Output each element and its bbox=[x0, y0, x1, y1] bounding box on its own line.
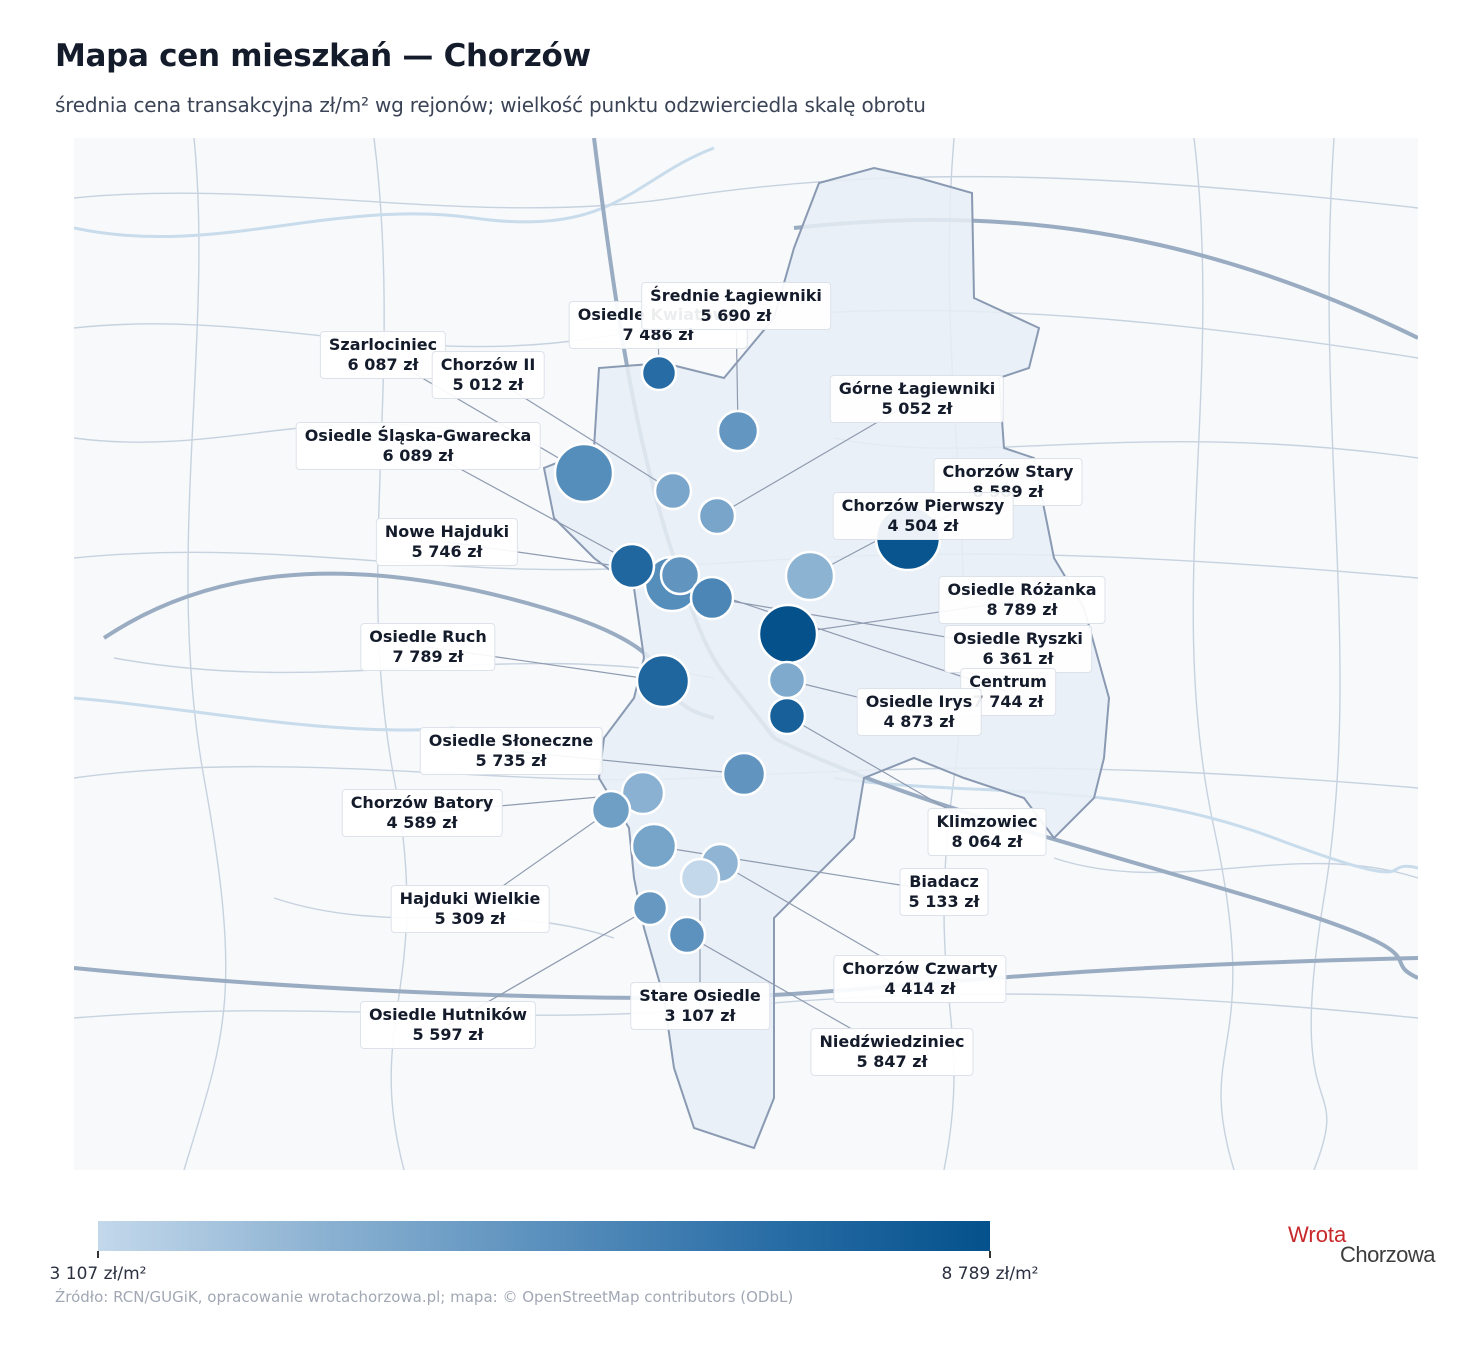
district-price: 7 789 zł bbox=[392, 647, 464, 666]
district-price: 5 309 zł bbox=[434, 909, 506, 928]
district-name: Osiedle Śląska-Gwarecka bbox=[304, 426, 532, 445]
district-price: 3 107 zł bbox=[664, 1006, 736, 1025]
marker-chorzow-ii[interactable] bbox=[653, 471, 693, 511]
marker-osiedle-ryszki[interactable] bbox=[689, 575, 735, 621]
district-name: Centrum bbox=[969, 672, 1047, 691]
district-name: Osiedle Irys bbox=[865, 692, 973, 711]
logo-line-1: Wrota bbox=[1288, 1222, 1347, 1247]
district-name: Chorzów Batory bbox=[350, 793, 494, 812]
district-price: 5 690 zł bbox=[700, 306, 772, 325]
district-name: Stare Osiedle bbox=[639, 986, 761, 1005]
page-subtitle: średnia cena transakcyjna zł/m² wg rejon… bbox=[55, 93, 926, 117]
district-name: Niedźwiedziniec bbox=[819, 1032, 965, 1051]
marker-osiedle-ruch[interactable] bbox=[635, 653, 691, 709]
colorbar-min-label: 3 107 zł/m² bbox=[49, 1264, 147, 1284]
marker-osiedle-irys[interactable] bbox=[767, 660, 807, 700]
marker-hajduki-wielkie[interactable] bbox=[590, 789, 632, 831]
colorbar-max-label: 8 789 zł/m² bbox=[941, 1264, 1039, 1284]
district-name: Chorzów Pierwszy bbox=[841, 496, 1005, 515]
district-name: Osiedle Ruch bbox=[369, 627, 487, 646]
marker-osiedle-hutnikow[interactable] bbox=[631, 889, 669, 927]
label-osiedle-ruch: Osiedle Ruch 7 789 zł bbox=[360, 623, 496, 671]
district-price: 5 052 zł bbox=[881, 399, 953, 418]
label-osiedle-slaska-gwarecka: Osiedle Śląska-Gwarecka 6 089 zł bbox=[295, 422, 541, 470]
page-title: Mapa cen mieszkań — Chorzów bbox=[55, 38, 591, 74]
label-klimzowiec: Klimzowiec 8 064 zł bbox=[927, 808, 1047, 856]
marker-osiedle-sloneczne[interactable] bbox=[721, 751, 767, 797]
label-szarlociniec: Szarlociniec 6 087 zł bbox=[319, 331, 447, 379]
district-name: Nowe Hajduki bbox=[384, 522, 510, 541]
marker-niedzwiedziniec[interactable] bbox=[667, 915, 707, 955]
marker-stare-osiedle[interactable] bbox=[679, 857, 721, 899]
district-name: Górne Łagiewniki bbox=[838, 379, 996, 398]
marker-osiedle-rozanka[interactable] bbox=[757, 603, 819, 665]
district-price: 6 087 zł bbox=[347, 355, 419, 374]
marker-szarlociniec[interactable] bbox=[553, 442, 615, 504]
label-chorzow-batory: Chorzów Batory 4 589 zł bbox=[341, 789, 503, 837]
label-chorzow-czwarty: Chorzów Czwarty 4 414 zł bbox=[833, 955, 1007, 1003]
label-osiedle-irys: Osiedle Irys 4 873 zł bbox=[856, 688, 982, 736]
district-price: 8 789 zł bbox=[986, 600, 1058, 619]
label-chorzow-ii: Chorzów II 5 012 zł bbox=[431, 351, 545, 399]
district-name: Średnie Łagiewniki bbox=[650, 286, 822, 305]
water-features bbox=[74, 146, 1418, 874]
district-name: Szarlociniec bbox=[328, 335, 438, 354]
marker-centrum[interactable] bbox=[608, 542, 656, 590]
district-name: Chorzów Czwarty bbox=[842, 959, 998, 978]
district-name: Hajduki Wielkie bbox=[399, 889, 541, 908]
marker-srednie-lagiewniki[interactable] bbox=[716, 409, 760, 453]
district-price: 5 847 zł bbox=[856, 1052, 928, 1071]
marker-chorzow-pierwszy[interactable] bbox=[784, 550, 836, 602]
district-name: Osiedle Różanka bbox=[947, 580, 1097, 599]
district-name: Klimzowiec bbox=[936, 812, 1038, 831]
district-price: 4 589 zł bbox=[386, 813, 458, 832]
label-srednie-lagiewniki: Średnie Łagiewniki 5 690 zł bbox=[641, 282, 831, 330]
marker-osiedle-kwiatowe[interactable] bbox=[640, 354, 678, 392]
label-osiedle-sloneczne: Osiedle Słoneczne 5 735 zł bbox=[419, 727, 603, 775]
wrota-chorzowa-logo[interactable]: Wrota Chorzowa bbox=[1288, 1222, 1448, 1270]
marker-nowe-hajduki[interactable] bbox=[659, 554, 701, 596]
district-price: 5 735 zł bbox=[475, 751, 547, 770]
district-price: 4 504 zł bbox=[887, 516, 959, 535]
district-price: 7 744 zł bbox=[972, 692, 1044, 711]
logo-line-2: Chorzowa bbox=[1340, 1242, 1436, 1267]
label-nowe-hajduki: Nowe Hajduki 5 746 zł bbox=[375, 518, 519, 566]
label-chorzow-pierwszy: Chorzów Pierwszy 4 504 zł bbox=[832, 492, 1014, 540]
color-scale-bar bbox=[98, 1221, 990, 1251]
district-price: 8 064 zł bbox=[951, 832, 1023, 851]
district-price: 5 133 zł bbox=[908, 892, 980, 911]
label-stare-osiedle: Stare Osiedle 3 107 zł bbox=[630, 982, 770, 1030]
marker-gorne-lagiewniki[interactable] bbox=[697, 496, 737, 536]
district-name: Osiedle Hutników bbox=[368, 1005, 528, 1024]
district-price: 4 873 zł bbox=[883, 712, 955, 731]
colorbar-tick-max bbox=[989, 1251, 991, 1258]
colorbar-tick-min bbox=[97, 1251, 99, 1258]
district-price: 6 361 zł bbox=[982, 649, 1054, 668]
district-price: 5 597 zł bbox=[412, 1025, 484, 1044]
district-name: Chorzów Stary bbox=[942, 462, 1074, 481]
district-name: Osiedle Słoneczne bbox=[428, 731, 594, 750]
district-price: 4 414 zł bbox=[884, 979, 956, 998]
source-note: Źródło: RCN/GUGiK, opracowanie wrotachor… bbox=[55, 1288, 794, 1306]
district-name: Biadacz bbox=[909, 872, 979, 891]
label-osiedle-rozanka: Osiedle Różanka 8 789 zł bbox=[938, 576, 1106, 624]
district-name: Osiedle Ryszki bbox=[953, 629, 1083, 648]
label-gorne-lagiewniki: Górne Łagiewniki 5 052 zł bbox=[829, 375, 1005, 423]
label-hajduki-wielkie: Hajduki Wielkie 5 309 zł bbox=[390, 885, 550, 933]
label-osiedle-ryszki: Osiedle Ryszki 6 361 zł bbox=[944, 625, 1092, 673]
district-price: 6 089 zł bbox=[382, 446, 454, 465]
marker-biadacz[interactable] bbox=[630, 822, 678, 870]
label-niedzwiedziniec: Niedźwiedziniec 5 847 zł bbox=[810, 1028, 974, 1076]
district-price: 5 012 zł bbox=[452, 375, 524, 394]
label-biadacz: Biadacz 5 133 zł bbox=[899, 868, 989, 916]
label-osiedle-hutnikow: Osiedle Hutników 5 597 zł bbox=[359, 1001, 537, 1049]
marker-klimzowiec[interactable] bbox=[767, 696, 807, 736]
district-price: 5 746 zł bbox=[411, 542, 483, 561]
district-name: Chorzów II bbox=[440, 355, 536, 374]
